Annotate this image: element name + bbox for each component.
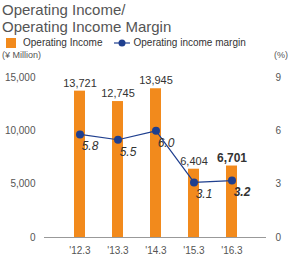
svg-text:10,000: 10,000 <box>5 125 36 136</box>
svg-text:13,721: 13,721 <box>63 77 97 89</box>
svg-text:12,745: 12,745 <box>101 87 135 99</box>
html-text:Operating Income: Operating Income <box>23 37 103 48</box>
html-text:(¥ Million): (¥ Million) <box>2 50 41 60</box>
svg-text:'12.3: '12.3 <box>69 245 91 256</box>
svg-text:9: 9 <box>276 72 282 83</box>
svg-text:'16.3: '16.3 <box>221 245 243 256</box>
svg-text:6,404: 6,404 <box>180 155 208 167</box>
svg-text:15,000: 15,000 <box>5 72 36 83</box>
svg-text:5.8: 5.8 <box>82 139 99 153</box>
svg-text:3.2: 3.2 <box>234 185 251 199</box>
html-text:Operating income margin: Operating income margin <box>133 37 246 48</box>
svg-text:0: 0 <box>276 232 282 243</box>
svg-text:'14.3: '14.3 <box>145 245 167 256</box>
svg-text:5.5: 5.5 <box>120 145 137 159</box>
svg-text:3.1: 3.1 <box>196 187 213 201</box>
svg-text:0: 0 <box>30 232 36 243</box>
svg-text:6,701: 6,701 <box>217 151 247 165</box>
svg-text:3: 3 <box>276 178 282 189</box>
svg-text:'13.3: '13.3 <box>107 245 129 256</box>
svg-text:6: 6 <box>276 125 282 136</box>
svg-text:'15.3: '15.3 <box>183 245 205 256</box>
svg-text:6.0: 6.0 <box>158 136 175 150</box>
svg-text:13,945: 13,945 <box>139 74 173 86</box>
html-text:Operating Income/ Operating In: Operating Income/ Operating Income Margi… <box>2 1 172 35</box>
svg-text:5,000: 5,000 <box>10 178 35 189</box>
